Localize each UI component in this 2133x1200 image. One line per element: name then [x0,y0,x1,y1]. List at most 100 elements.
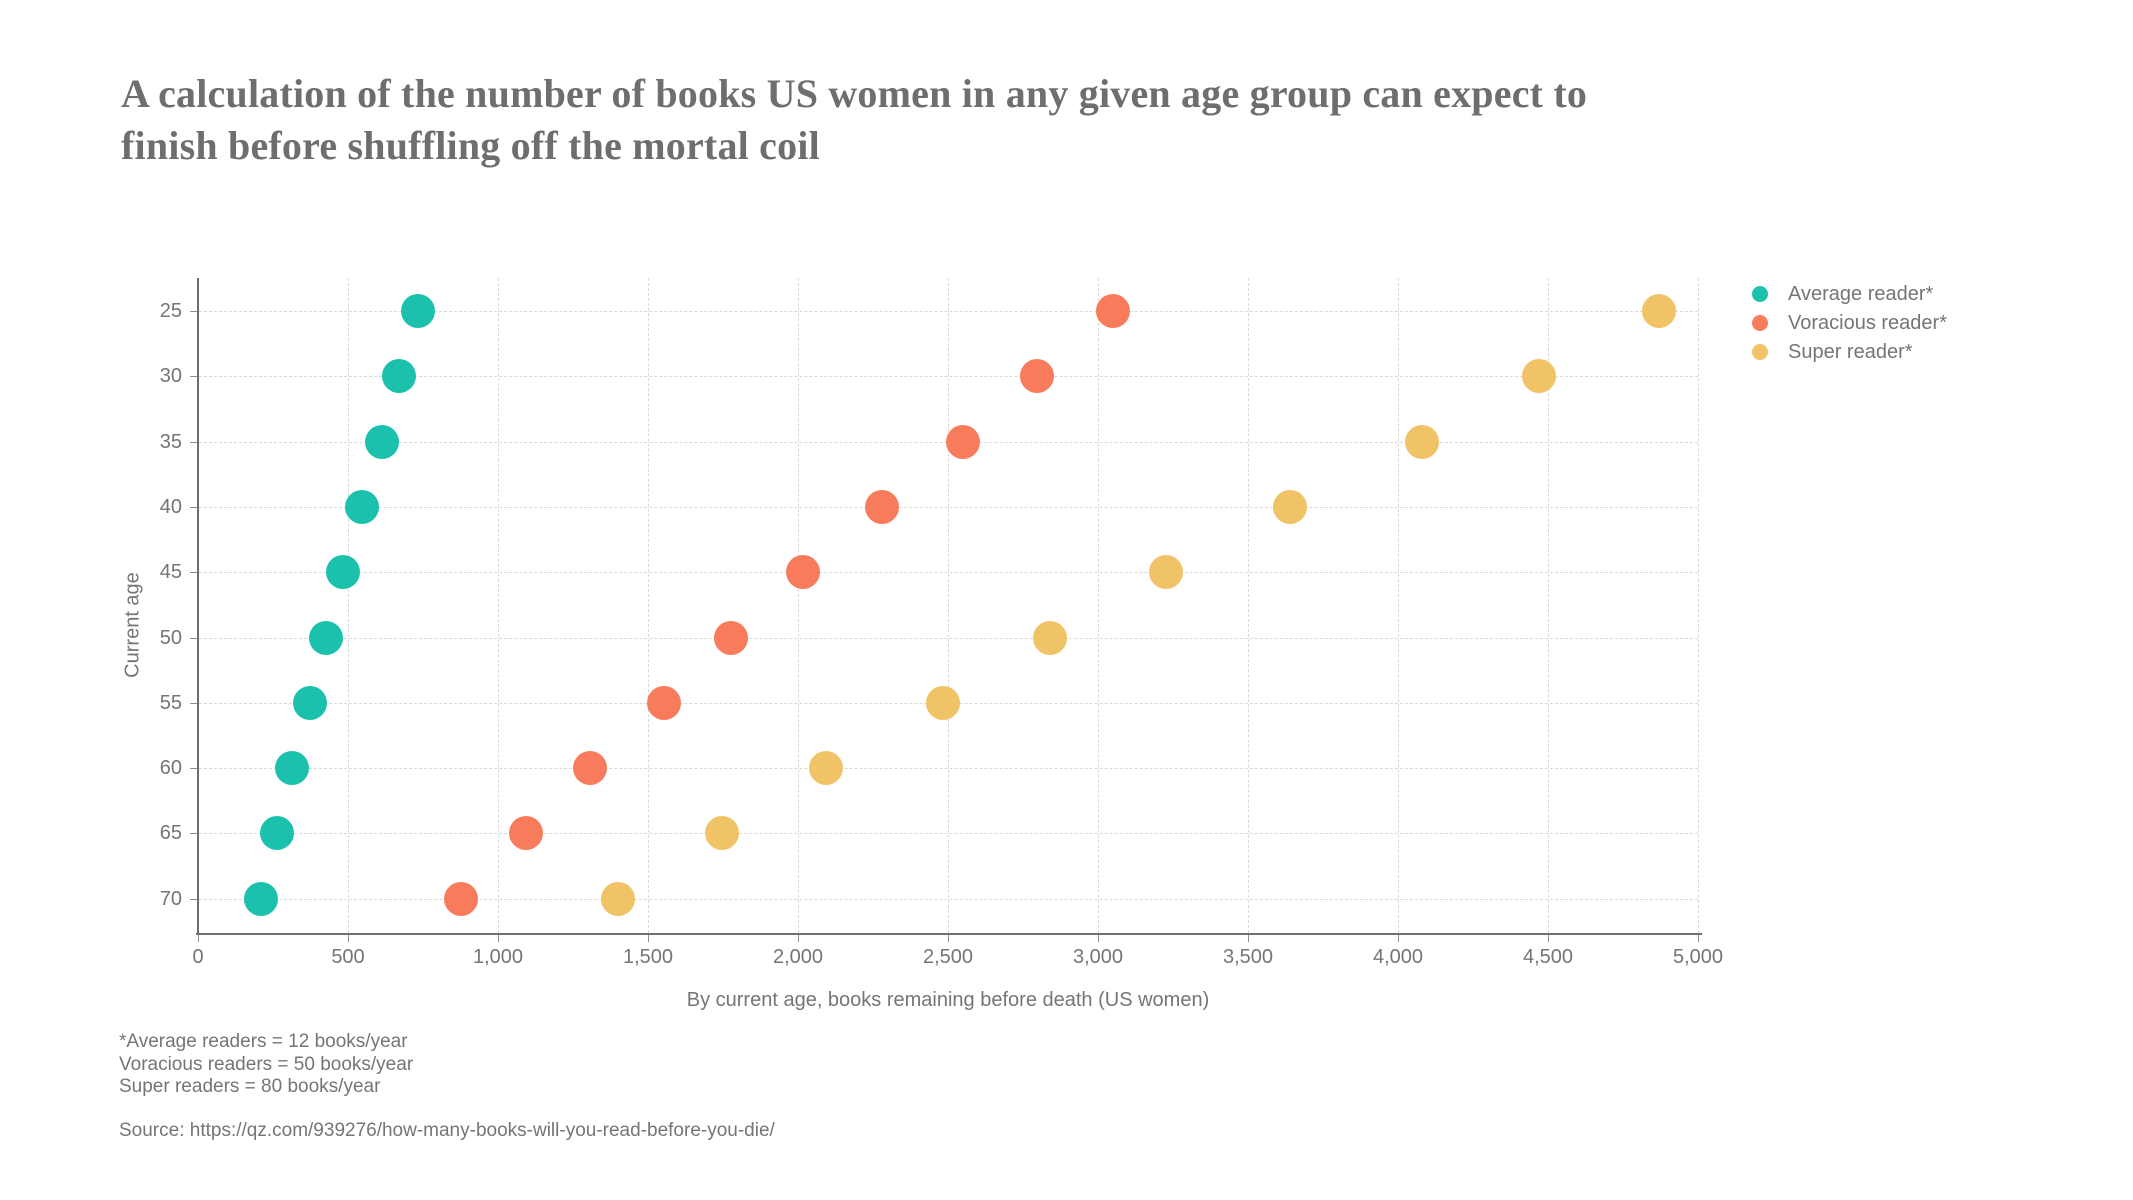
dot-super-reader-age-30[interactable] [1522,359,1556,394]
y-tick-25 [190,311,197,312]
legend-swatch-super-reader-icon [1752,344,1768,360]
x-tick-label-4000: 4,000 [1372,946,1424,968]
x-gridline-1000 [498,278,499,933]
dot-voracious-reader-age-60[interactable] [573,751,608,786]
y-gridline-25 [199,311,1698,312]
dot-average-reader-age-65[interactable] [259,816,294,851]
dot-voracious-reader-age-25[interactable] [1096,294,1130,328]
y-tick-65 [190,833,197,835]
x-tick-label-2500: 2,500 [922,946,974,968]
y-tick-55 [190,702,197,704]
x-tick-label-5000: 5,000 [1672,946,1724,968]
x-tick-4000 [1398,935,1399,942]
dot-average-reader-age-55[interactable] [292,685,327,720]
y-tick-40 [190,506,197,508]
x-tick-label-4500: 4,500 [1522,946,1574,968]
footnote-average: *Average readers = 12 books/year [119,1031,408,1052]
dot-voracious-reader-age-70[interactable] [443,881,478,916]
dot-voracious-reader-age-65[interactable] [508,816,543,851]
footnotes: *Average readers = 12 books/year Voracio… [119,1031,413,1099]
y-tick-60 [190,768,197,770]
dot-voracious-reader-age-30[interactable] [1019,359,1054,394]
legend-item-average-reader[interactable]: Average reader* [1752,283,1947,305]
legend-label-super-reader: Super reader* [1788,340,1913,363]
x-tick-1500 [648,935,649,942]
dot-average-reader-age-60[interactable] [275,751,310,786]
legend-swatch-average-reader-icon [1752,286,1768,302]
y-gridline-40 [199,506,1698,508]
y-tick-label-40: 40 [159,495,182,518]
y-gridline-70 [199,898,1698,900]
x-gridline-1500 [648,278,649,933]
legend-label-voracious-reader: Voracious reader* [1788,311,1947,334]
x-gridline-5000 [1698,278,1699,933]
dot-average-reader-age-70[interactable] [244,881,278,916]
dot-super-reader-age-60[interactable] [808,751,843,786]
footnote-super: Super readers = 80 books/year [119,1076,381,1097]
source-text: Source: https://qz.com/939276/how-many-b… [119,1120,775,1141]
y-gridline-30 [199,376,1698,378]
dot-average-reader-age-30[interactable] [382,359,417,394]
legend: Average reader* Voracious reader* Super re… [1752,283,1947,370]
y-tick-label-30: 30 [159,365,182,388]
legend-item-voracious-reader[interactable]: Voracious reader* [1752,312,1947,334]
x-tick-3000 [1098,935,1099,942]
dot-super-reader-age-45[interactable] [1149,555,1184,590]
x-gridline-500 [348,278,349,933]
x-tick-label-1500: 1,500 [622,946,674,968]
dot-super-reader-age-65[interactable] [705,816,740,851]
y-tick-label-60: 60 [159,757,182,780]
y-gridline-45 [199,572,1698,574]
x-gridline-4500 [1548,278,1549,933]
x-tick-2000 [798,935,799,942]
y-gridline-60 [199,768,1698,770]
x-tick-4500 [1548,935,1549,942]
x-axis-line [196,933,1702,935]
y-tick-70 [190,898,197,900]
y-tick-label-50: 50 [159,626,182,649]
legend-label-average-reader: Average reader* [1788,282,1934,305]
x-gridline-3500 [1248,278,1249,933]
y-gridline-65 [199,833,1698,835]
x-axis-title: By current age, books remaining before d… [686,989,1210,1011]
dot-average-reader-age-50[interactable] [308,620,343,655]
y-tick-label-35: 35 [159,430,182,453]
dot-super-reader-age-70[interactable] [601,881,635,916]
dot-super-reader-age-35[interactable] [1405,424,1439,459]
dot-voracious-reader-age-35[interactable] [946,424,980,459]
dot-average-reader-age-45[interactable] [326,555,361,590]
legend-swatch-voracious-reader-icon [1752,315,1768,331]
x-gridline-2000 [798,278,799,933]
dot-voracious-reader-age-55[interactable] [646,685,681,720]
y-tick-35 [190,441,197,443]
x-gridline-2500 [948,278,949,933]
x-tick-label-0: 0 [192,946,204,968]
y-tick-50 [190,637,197,639]
dot-average-reader-age-35[interactable] [364,424,399,459]
chart-title: A calculation of the number of books US … [121,68,1971,172]
dot-average-reader-age-25[interactable] [400,294,435,328]
dot-super-reader-age-55[interactable] [926,685,961,720]
y-tick-30 [190,376,197,378]
y-tick-label-65: 65 [159,822,182,845]
dot-super-reader-age-25[interactable] [1642,294,1676,328]
y-tick-label-70: 70 [159,887,182,910]
x-tick-label-2000: 2,000 [772,946,824,968]
dot-voracious-reader-age-45[interactable] [786,555,821,590]
footnote-voracious: Voracious readers = 50 books/year [119,1053,414,1075]
dot-voracious-reader-age-40[interactable] [865,489,899,524]
y-gridline-50 [199,637,1698,639]
x-tick-label-3000: 3,000 [1072,946,1124,968]
x-tick-label-3500: 3,500 [1222,946,1274,968]
dot-average-reader-age-40[interactable] [345,489,380,524]
dot-voracious-reader-age-50[interactable] [713,620,748,655]
legend-item-super-reader[interactable]: Super reader* [1752,341,1947,363]
x-gridline-4000 [1398,278,1399,933]
y-tick-label-45: 45 [159,561,182,584]
dot-super-reader-age-50[interactable] [1033,620,1067,655]
x-tick-0 [198,935,199,942]
dot-super-reader-age-40[interactable] [1273,489,1307,524]
x-tick-3500 [1248,935,1249,942]
chart-title-line-1: A calculation of the number of books US … [121,71,1588,116]
